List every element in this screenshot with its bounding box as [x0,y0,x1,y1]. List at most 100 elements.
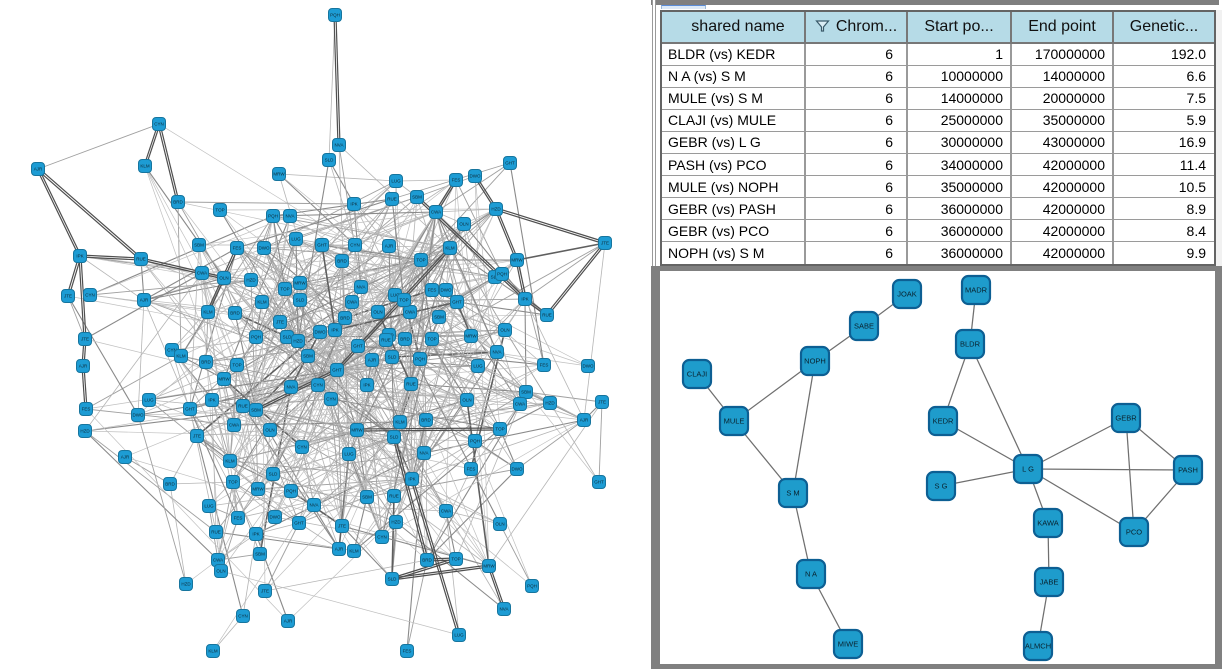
svg-text:GHT: GHT [317,243,327,248]
svg-text:CYN: CYN [313,383,323,388]
svg-text:CYN: CYN [326,397,336,402]
svg-text:PQH: PQH [251,335,261,340]
svg-text:CYN: CYN [167,348,177,353]
svg-text:CYN: CYN [297,445,307,450]
svg-text:RUE: RUE [542,313,552,318]
svg-text:JTE: JTE [601,241,609,246]
svg-text:OLN: OLN [500,328,509,333]
svg-text:PQH: PQH [268,214,278,219]
svg-text:NVA: NVA [286,214,295,219]
svg-text:MIWE: MIWE [838,640,858,649]
svg-text:BRD: BRD [400,337,410,342]
svg-text:FES: FES [82,407,91,412]
svg-text:LUG: LUG [344,452,354,457]
svg-text:AJR: AJR [121,455,130,460]
svg-text:PQH: PQH [470,439,480,444]
svg-text:LUG: LUG [454,633,464,638]
svg-text:SLD: SLD [325,158,335,163]
svg-text:SBM: SBM [412,195,422,200]
svg-text:NVA: NVA [287,385,296,390]
svg-text:FES: FES [452,178,461,183]
svg-text:FES: FES [540,363,549,368]
svg-text:SLD: SLD [388,355,398,360]
svg-text:IPK: IPK [331,328,338,333]
svg-text:AJR: AJR [140,298,149,303]
svg-text:FES: FES [428,288,437,293]
svg-text:CWA: CWA [229,423,239,428]
svg-text:SLD: SLD [269,472,279,477]
svg-text:PQH: PQH [330,13,340,18]
svg-text:SABE: SABE [854,322,874,331]
svg-text:BRD: BRD [422,558,432,563]
svg-text:HZD: HZD [246,278,256,283]
svg-text:BRD: BRD [337,259,347,264]
svg-text:LUG: LUG [291,237,301,242]
svg-text:PQH: PQH [286,489,296,494]
svg-text:CWA: CWA [213,558,223,563]
svg-text:IPK: IPK [363,383,370,388]
svg-text:KLM: KLM [203,310,213,315]
svg-text:S G: S G [935,482,948,491]
svg-text:SBM: SBM [521,390,531,395]
svg-text:MRW: MRW [218,377,230,382]
svg-text:FES: FES [403,649,412,654]
svg-text:SLD: SLD [390,435,400,440]
svg-text:PQH: PQH [527,584,537,589]
svg-text:DWO: DWO [470,174,481,179]
svg-text:SLD: SLD [388,577,398,582]
svg-text:SBM: SBM [434,315,444,320]
svg-text:MRW: MRW [483,564,495,569]
svg-text:LUG: LUG [473,364,483,369]
svg-text:JTE: JTE [338,524,346,529]
svg-text:DWO: DWO [441,288,452,293]
svg-text:CLAJI: CLAJI [687,370,707,379]
svg-text:BRD: BRD [173,200,183,205]
svg-text:CYN: CYN [238,614,248,619]
svg-text:ALMCH: ALMCH [1025,642,1051,651]
svg-text:HZD: HZD [545,401,555,406]
svg-text:TOP: TOP [232,363,241,368]
svg-text:OLN: OLN [216,569,225,574]
svg-text:CWA: CWA [197,271,207,276]
svg-text:NVA: NVA [500,607,509,612]
svg-text:OLN: OLN [459,222,468,227]
svg-text:GEBR: GEBR [1115,414,1137,423]
svg-text:BLDR: BLDR [960,340,981,349]
svg-text:SBM: SBM [194,243,204,248]
svg-text:KLM: KLM [349,549,359,554]
svg-text:AJR: AJR [284,619,293,624]
svg-text:LUG: LUG [390,293,400,298]
svg-text:MRW: MRW [511,258,523,263]
svg-text:JTE: JTE [276,320,284,325]
svg-text:N A: N A [805,570,817,579]
svg-text:GHT: GHT [294,521,304,526]
svg-text:HZD: HZD [293,339,303,344]
svg-text:KLM: KLM [140,164,150,169]
svg-text:HZD: HZD [391,520,401,525]
svg-text:GHT: GHT [505,161,515,166]
svg-text:NOPH: NOPH [804,357,826,366]
svg-text:LUG: LUG [204,504,214,509]
svg-text:NVA: NVA [493,350,502,355]
svg-text:MULE: MULE [724,417,745,426]
svg-text:TOP: TOP [228,480,237,485]
svg-text:KLM: KLM [176,354,186,359]
svg-text:PQH: PQH [415,357,425,362]
svg-text:SBM: SBM [303,354,313,359]
svg-text:RUE: RUE [406,382,416,387]
svg-text:PCO: PCO [1126,528,1142,537]
svg-text:JABE: JABE [1040,578,1059,587]
svg-text:FES: FES [234,516,243,521]
svg-text:MADR: MADR [965,286,988,295]
svg-text:IPK: IPK [521,297,528,302]
svg-text:AJR: AJR [580,418,589,423]
svg-text:OLN: OLN [373,310,382,315]
svg-text:DWO: DWO [133,413,144,418]
svg-text:NVA: NVA [420,451,429,456]
svg-text:MRW: MRW [294,281,306,286]
svg-text:GHT: GHT [594,480,604,485]
svg-text:BRD: BRD [230,311,240,316]
svg-text:SLD: SLD [296,298,306,303]
svg-text:JTE: JTE [261,589,269,594]
svg-text:FES: FES [233,246,242,251]
